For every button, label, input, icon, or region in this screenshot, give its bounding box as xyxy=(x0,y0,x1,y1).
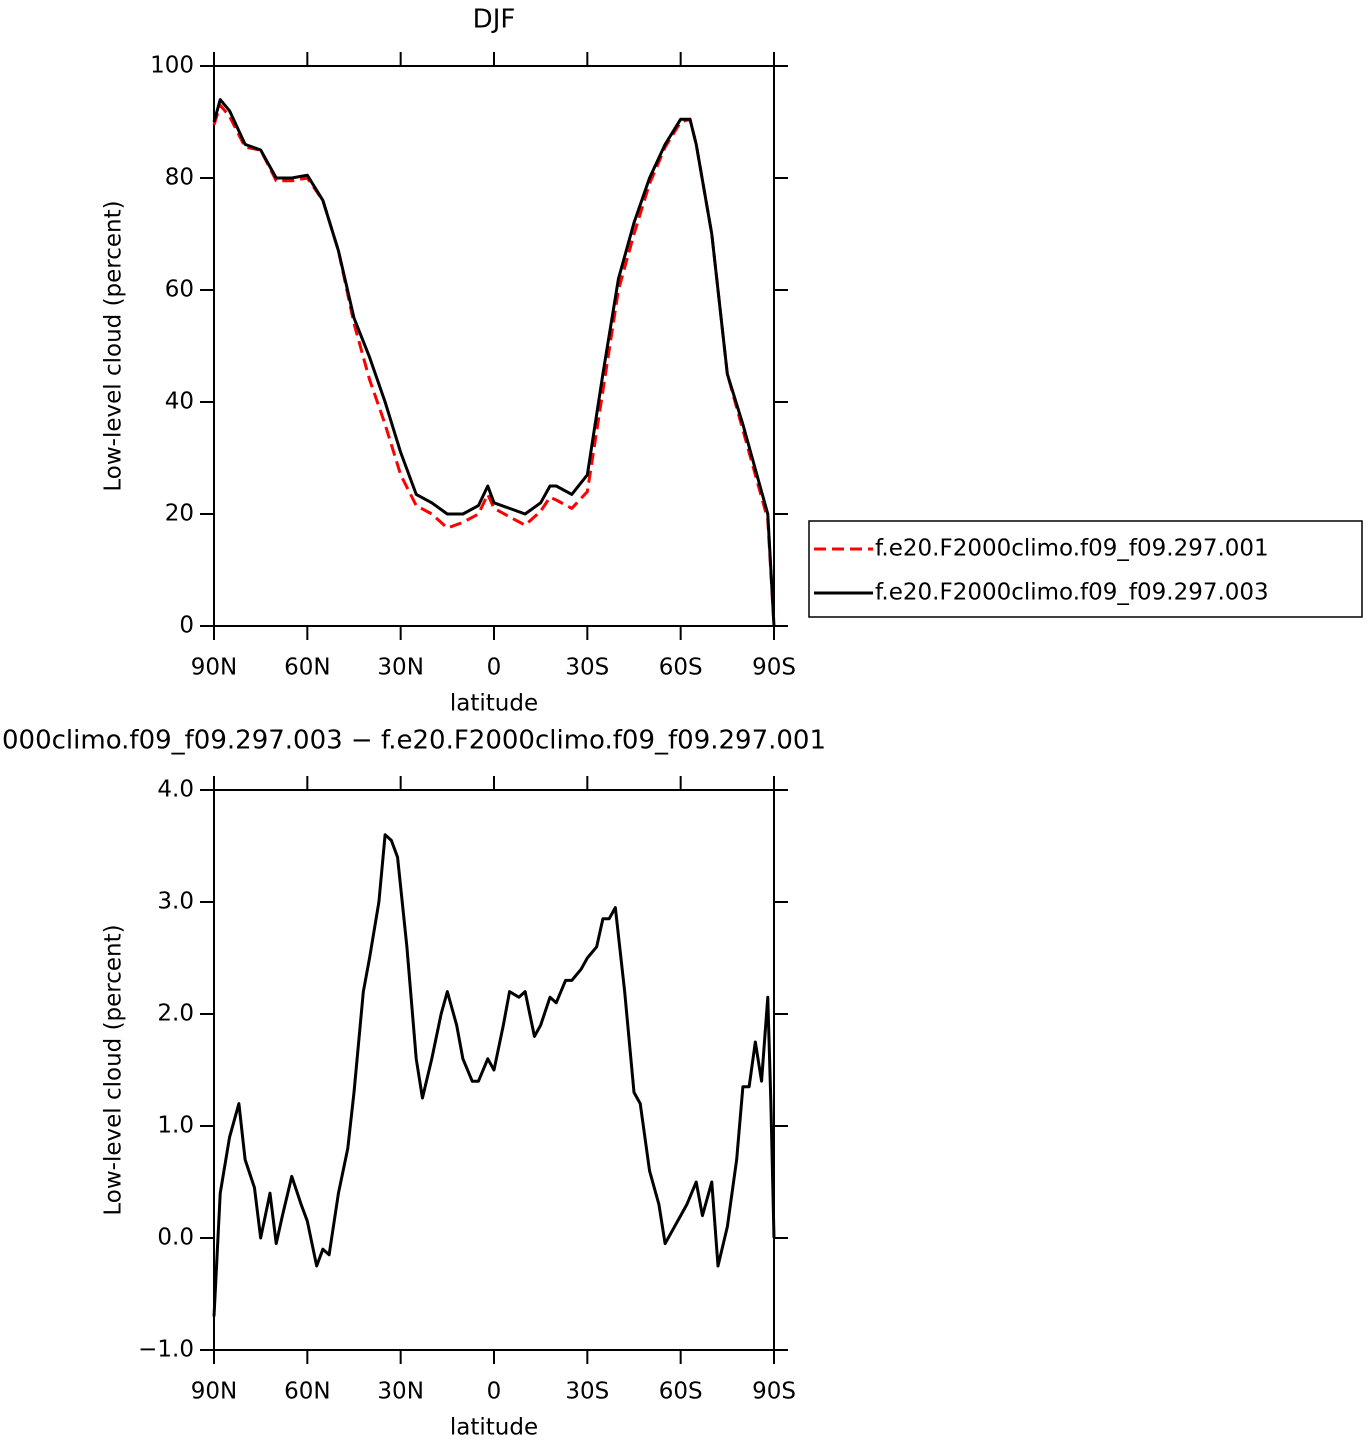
data-line xyxy=(212,98,776,627)
data-line xyxy=(212,833,776,1317)
x-tick-label: 0 xyxy=(487,1379,502,1405)
x-tick-label: 90S xyxy=(752,655,796,681)
y-axis-label: Low-level cloud (percent) xyxy=(101,924,127,1215)
x-tick-label: 0 xyxy=(487,655,502,681)
x-tick-label: 90N xyxy=(191,655,237,681)
x-tick-label: 30S xyxy=(565,655,609,681)
y-tick-label: 80 xyxy=(165,165,194,191)
x-axis-label: latitude xyxy=(450,1415,538,1441)
x-tick-label: 90S xyxy=(752,1379,796,1405)
x-tick-label: 60N xyxy=(284,1379,330,1405)
y-tick-label: −1.0 xyxy=(138,1337,194,1363)
chart-title: DJF xyxy=(473,5,516,35)
y-tick-label: 0 xyxy=(179,613,194,639)
x-axis-label: latitude xyxy=(450,691,538,717)
x-tick-label: 30N xyxy=(377,655,423,681)
plot-frame xyxy=(213,65,775,627)
x-tick-label: 60S xyxy=(659,1379,703,1405)
y-tick-label: 2.0 xyxy=(157,1001,194,1027)
y-tick-label: 40 xyxy=(165,389,194,415)
y-tick-label: 4.0 xyxy=(157,777,194,803)
y-tick-label: 0.0 xyxy=(157,1225,194,1251)
x-tick-label: 30N xyxy=(377,1379,423,1405)
x-tick-label: 60S xyxy=(659,655,703,681)
y-tick-label: 100 xyxy=(150,53,194,79)
y-axis-label: Low-level cloud (percent) xyxy=(101,200,127,491)
legend-label: f.e20.F2000climo.f09_f09.297.001 xyxy=(875,536,1269,562)
y-tick-label: 1.0 xyxy=(157,1113,194,1139)
chart-title: 000climo.f09_f09.297.003 − f.e20.F2000cl… xyxy=(2,726,826,756)
x-tick-label: 90N xyxy=(191,1379,237,1405)
data-line xyxy=(212,103,776,627)
legend-box xyxy=(808,520,1363,618)
y-tick-label: 20 xyxy=(165,501,194,527)
x-tick-label: 60N xyxy=(284,655,330,681)
legend-label: f.e20.F2000climo.f09_f09.297.003 xyxy=(875,580,1269,606)
x-tick-label: 30S xyxy=(565,1379,609,1405)
y-tick-label: 60 xyxy=(165,277,194,303)
y-tick-label: 3.0 xyxy=(157,889,194,915)
